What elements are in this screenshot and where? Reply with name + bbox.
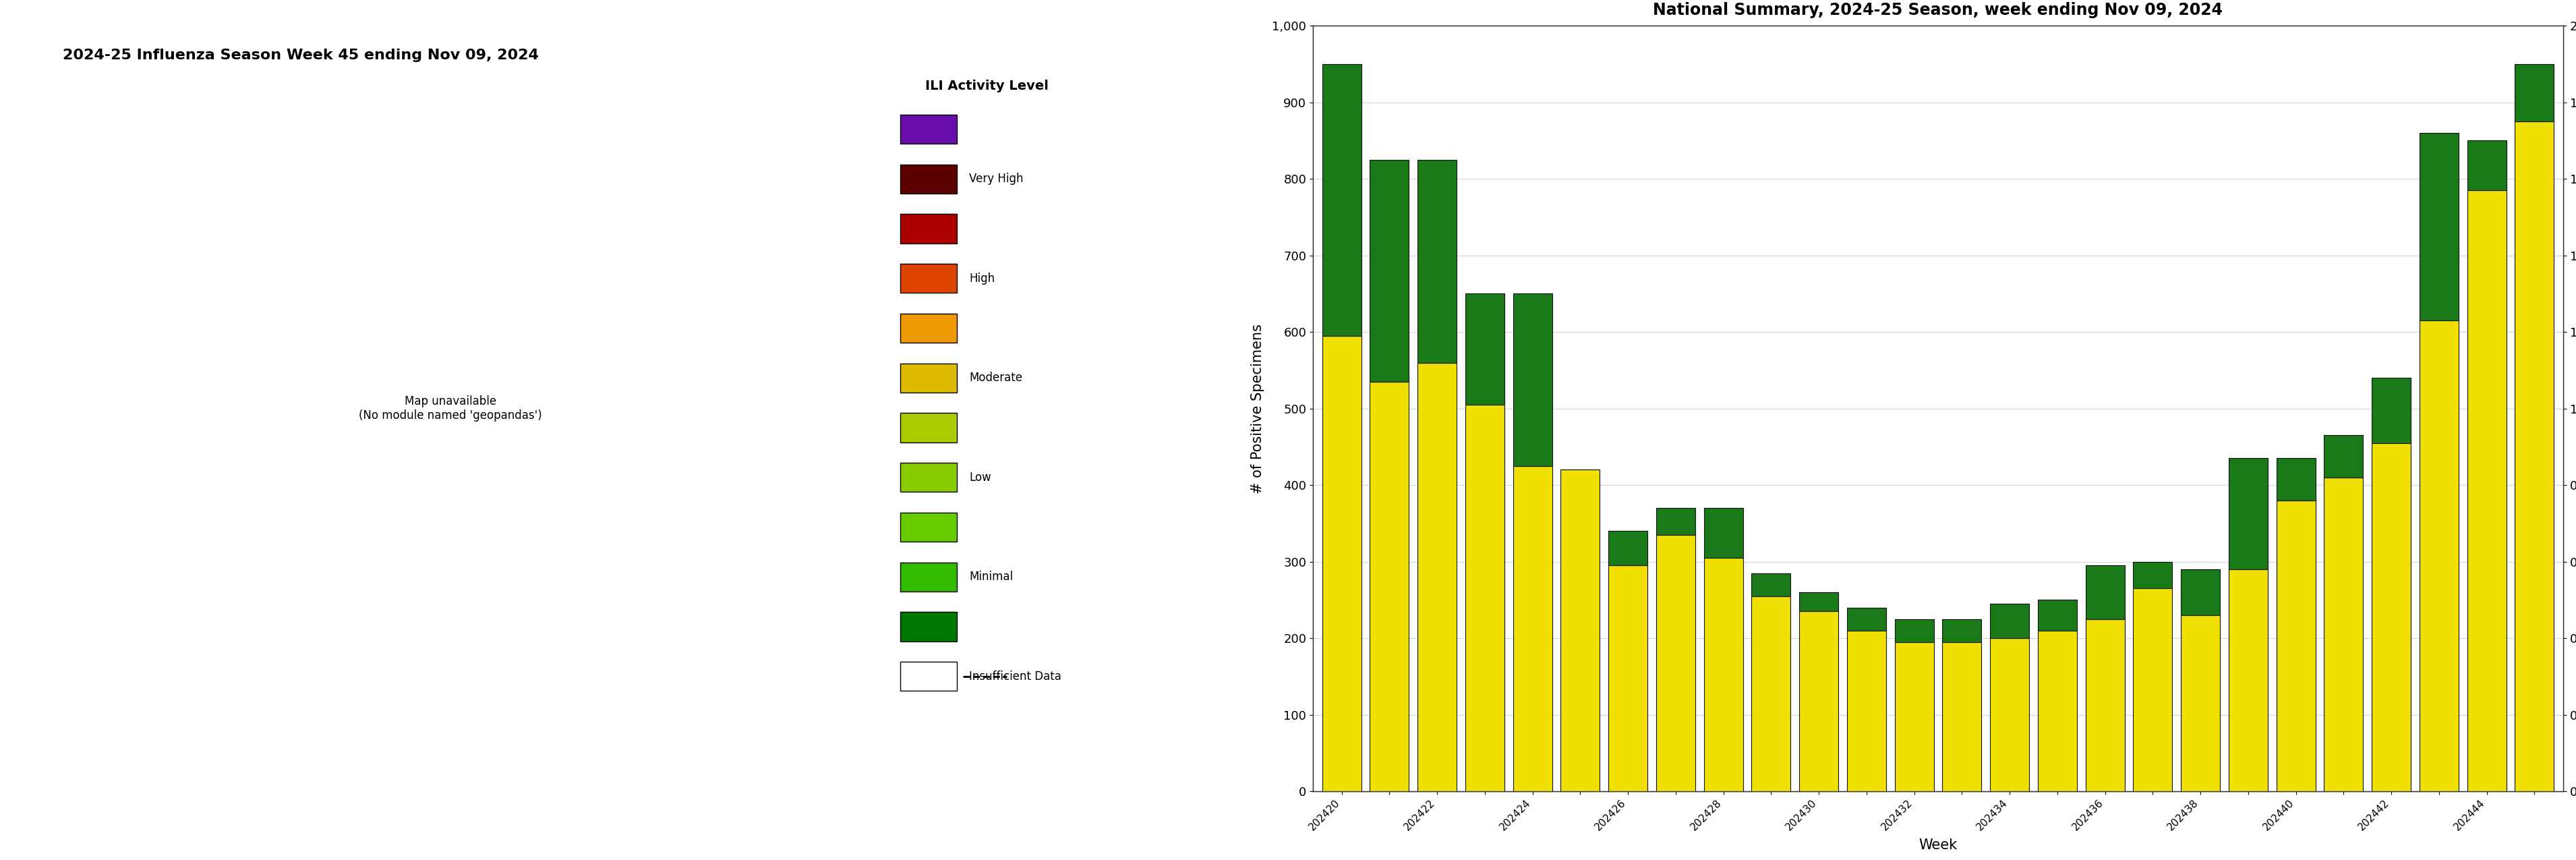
Text: Map unavailable
(No module named 'geopandas'): Map unavailable (No module named 'geopan… bbox=[358, 396, 541, 421]
Bar bbox=[2228, 458, 2267, 569]
Bar bbox=[902, 662, 956, 691]
Text: Very High: Very High bbox=[969, 173, 1023, 185]
Bar bbox=[2468, 190, 2506, 791]
Text: Insufficient Data: Insufficient Data bbox=[969, 670, 1061, 683]
Bar bbox=[1607, 565, 1649, 791]
Text: Moderate: Moderate bbox=[969, 372, 1023, 384]
Bar bbox=[1370, 382, 1409, 791]
Bar bbox=[2372, 378, 2411, 443]
Text: 2024-25 Influenza Season Week 45 ending Nov 09, 2024: 2024-25 Influenza Season Week 45 ending … bbox=[62, 49, 538, 62]
Bar bbox=[2087, 619, 2125, 791]
Bar bbox=[2468, 141, 2506, 190]
Bar bbox=[1847, 630, 1886, 791]
Bar bbox=[2372, 443, 2411, 791]
Bar bbox=[2277, 458, 2316, 501]
Bar bbox=[1656, 508, 1695, 535]
Text: ILI Activity Level: ILI Activity Level bbox=[925, 79, 1048, 92]
Bar bbox=[1417, 363, 1455, 791]
Bar bbox=[1798, 593, 1839, 611]
Bar bbox=[902, 413, 956, 442]
Bar bbox=[2182, 569, 2221, 615]
Bar bbox=[1942, 619, 1981, 642]
Bar bbox=[1752, 573, 1790, 596]
Bar bbox=[2133, 562, 2172, 588]
Bar bbox=[2277, 501, 2316, 791]
Bar bbox=[902, 114, 956, 144]
Text: Minimal: Minimal bbox=[969, 571, 1012, 583]
Bar bbox=[1798, 611, 1839, 791]
Bar bbox=[2182, 615, 2221, 791]
Bar bbox=[1991, 638, 2030, 791]
Bar bbox=[1321, 335, 1360, 791]
Bar bbox=[902, 513, 956, 542]
Bar bbox=[1893, 619, 1935, 642]
Bar bbox=[902, 164, 956, 194]
Bar bbox=[1417, 160, 1455, 363]
Bar bbox=[1703, 508, 1744, 558]
Bar bbox=[1607, 531, 1649, 565]
Bar bbox=[902, 562, 956, 592]
Bar bbox=[902, 314, 956, 342]
Bar bbox=[902, 363, 956, 392]
Bar bbox=[1991, 604, 2030, 638]
Title: National Summary, 2024-25 Season, week ending Nov 09, 2024: National Summary, 2024-25 Season, week e… bbox=[1654, 2, 2223, 18]
Bar bbox=[2419, 133, 2458, 321]
Bar bbox=[902, 264, 956, 293]
Bar bbox=[902, 214, 956, 243]
Bar bbox=[1752, 596, 1790, 791]
Bar bbox=[2038, 630, 2076, 791]
Text: Low: Low bbox=[969, 471, 992, 483]
Bar bbox=[2419, 321, 2458, 791]
Bar bbox=[2087, 565, 2125, 619]
Bar bbox=[2038, 600, 2076, 630]
Bar bbox=[1942, 642, 1981, 791]
Bar bbox=[1466, 294, 1504, 405]
Bar bbox=[2133, 588, 2172, 791]
Bar bbox=[1703, 558, 1744, 791]
Bar bbox=[2324, 435, 2362, 477]
Bar bbox=[2324, 477, 2362, 791]
Bar bbox=[1512, 294, 1553, 466]
Y-axis label: # of Positive Specimens: # of Positive Specimens bbox=[1252, 323, 1265, 494]
X-axis label: Week: Week bbox=[1919, 839, 1958, 851]
Bar bbox=[1512, 466, 1553, 791]
Bar bbox=[2228, 569, 2267, 791]
Bar bbox=[1321, 64, 1360, 335]
Bar bbox=[902, 463, 956, 492]
Bar bbox=[1370, 160, 1409, 382]
Bar bbox=[902, 612, 956, 642]
Bar bbox=[1466, 405, 1504, 791]
Text: High: High bbox=[969, 273, 994, 285]
Bar bbox=[1847, 607, 1886, 630]
Bar bbox=[2514, 64, 2553, 121]
Bar bbox=[1893, 642, 1935, 791]
Bar bbox=[1561, 470, 1600, 791]
Bar bbox=[1656, 535, 1695, 791]
Bar bbox=[2514, 121, 2553, 791]
